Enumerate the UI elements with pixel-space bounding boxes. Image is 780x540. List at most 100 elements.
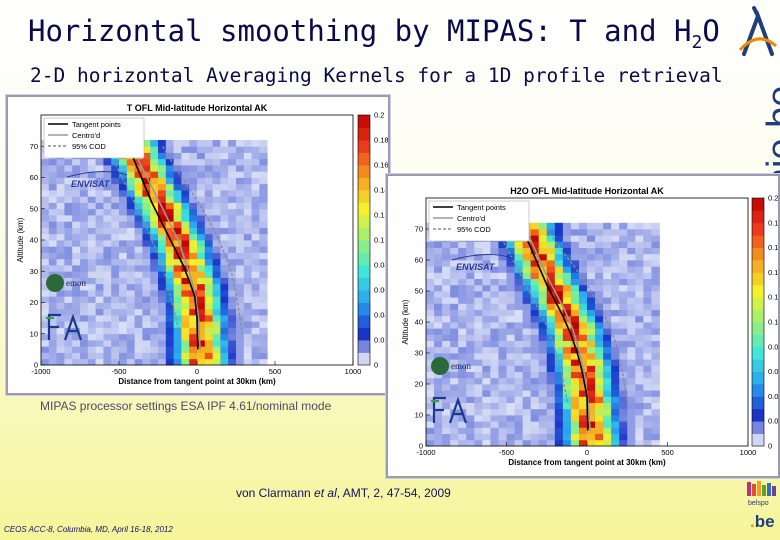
- heatmap-cell: [251, 302, 260, 310]
- heatmap-cell: [562, 235, 572, 242]
- heatmap-cell: [498, 322, 507, 329]
- heatmap-cell: [522, 253, 532, 261]
- heatmap-cell: [142, 321, 151, 328]
- heatmap-cell: [64, 158, 73, 166]
- heatmap-cell: [189, 165, 198, 172]
- heatmap-cell: [643, 253, 652, 261]
- heatmap-cell: [619, 384, 628, 391]
- heatmap-cell: [635, 315, 644, 323]
- heatmap-cell: [243, 308, 252, 316]
- heatmap-cell: [126, 277, 135, 285]
- heatmap-cell: [554, 415, 564, 422]
- heatmap-cell: [119, 340, 128, 347]
- heatmap-cell: [181, 340, 190, 347]
- heatmap-cell: [651, 421, 660, 428]
- heatmap-cell: [197, 302, 206, 310]
- heatmap-cell: [56, 183, 65, 191]
- heatmap-cell: [119, 227, 128, 235]
- heatmap-cell: [173, 327, 182, 335]
- heatmap-cell: [562, 433, 572, 441]
- heatmap-cell: [126, 283, 135, 291]
- heatmap-cell: [173, 158, 182, 166]
- heatmap-cell: [442, 346, 451, 354]
- heatmap-cell: [236, 340, 245, 347]
- heatmap-cell: [87, 227, 96, 235]
- heatmap-cell: [220, 358, 229, 366]
- heatmap-cell: [611, 427, 620, 434]
- heatmap-cell: [651, 377, 660, 385]
- heatmap-cell: [554, 439, 564, 447]
- heatmap-cell: [506, 439, 515, 447]
- heatmap-cell: [611, 390, 620, 397]
- heatmap-cell: [72, 196, 81, 203]
- heatmap-cell: [546, 359, 556, 366]
- heatmap-cell: [56, 177, 65, 185]
- heatmap-cell: [619, 309, 628, 317]
- colorbar-tick-label: 0.16: [374, 161, 388, 170]
- heatmap-cell: [619, 396, 628, 403]
- x-tick-label: 500: [661, 448, 674, 457]
- heatmap-cell: [595, 253, 604, 261]
- heatmap-cell: [522, 365, 532, 372]
- heatmap-cell: [95, 308, 104, 316]
- heatmap-cell: [103, 346, 112, 353]
- heatmap-cell: [111, 265, 120, 272]
- heatmap-cell: [95, 165, 104, 172]
- heatmap-cell: [236, 233, 245, 241]
- heatmap-cell: [619, 390, 628, 397]
- heatmap-cell: [450, 396, 459, 403]
- heatmap-cell: [251, 240, 260, 247]
- heatmap-cell: [522, 241, 532, 248]
- heatmap-cell: [126, 346, 135, 353]
- heatmap-cell: [212, 315, 221, 322]
- heatmap-cell: [595, 303, 604, 310]
- heatmap-cell: [458, 371, 467, 379]
- heatmap-cell: [126, 183, 135, 191]
- heatmap-cell: [236, 208, 245, 216]
- colorbar-segment: [752, 222, 764, 236]
- heatmap-cell: [450, 359, 459, 366]
- heatmap-cell: [41, 321, 50, 328]
- heatmap-cell: [228, 340, 237, 347]
- heatmap-cell: [48, 233, 57, 241]
- heatmap-cell: [158, 233, 167, 241]
- heatmap-cell: [426, 260, 435, 267]
- heatmap-cell: [212, 171, 221, 178]
- heatmap-cell: [562, 359, 572, 366]
- heatmap-cell: [189, 271, 198, 278]
- heatmap-cell: [48, 346, 57, 353]
- heatmap-cell: [506, 408, 515, 416]
- heatmap-cell: [578, 309, 588, 317]
- heatmap-cell: [204, 140, 213, 147]
- heatmap-cell: [80, 215, 89, 222]
- heatmap-cell: [228, 258, 237, 266]
- heatmap-cell: [611, 278, 620, 286]
- heatmap-cell: [426, 315, 435, 323]
- heatmap-cell: [142, 252, 151, 260]
- heatmap-cell: [482, 309, 491, 317]
- heatmap-cell: [236, 240, 245, 247]
- heatmap-cell: [643, 421, 652, 428]
- heatmap-cell: [570, 415, 580, 422]
- heatmap-cell: [611, 309, 620, 317]
- heatmap-cell: [587, 235, 596, 242]
- be-label: be: [754, 512, 775, 531]
- heatmap-cell: [189, 208, 198, 216]
- heatmap-cell: [48, 252, 57, 260]
- heatmap-cell: [48, 327, 57, 335]
- heatmap-cell: [87, 308, 96, 316]
- heatmap-cell: [619, 315, 628, 323]
- heatmap-cell: [619, 229, 628, 236]
- heatmap-cell: [474, 284, 483, 292]
- heatmap-cell: [41, 215, 50, 222]
- colorbar-segment: [358, 315, 370, 328]
- heatmap-cell: [546, 284, 556, 292]
- heatmap-cell: [197, 321, 206, 328]
- heatmap-cell: [56, 258, 65, 266]
- heatmap-cell: [56, 171, 65, 178]
- heatmap-cell: [56, 233, 65, 241]
- heatmap-cell: [228, 215, 237, 222]
- heatmap-cell: [243, 165, 252, 172]
- heatmap-cell: [562, 384, 572, 391]
- heatmap-cell: [595, 241, 604, 248]
